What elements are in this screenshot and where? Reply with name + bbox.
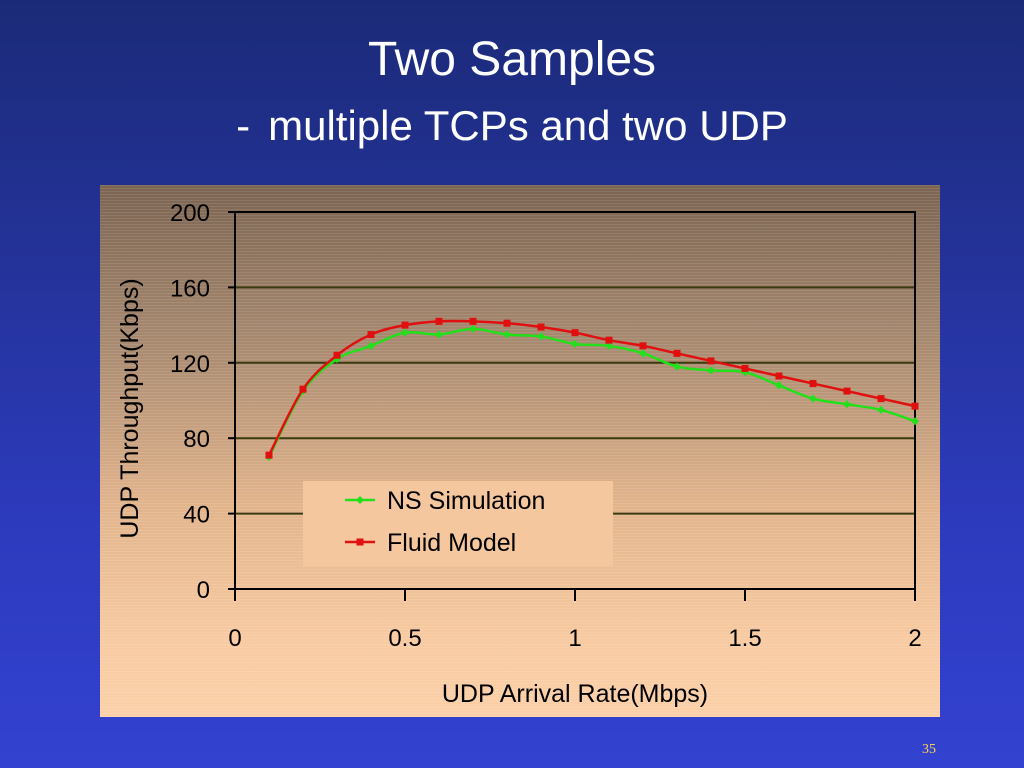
ns-simulation-point xyxy=(877,405,885,414)
ns-simulation-point xyxy=(809,394,817,403)
ns-simulation-point xyxy=(435,330,443,339)
y-tick-label: 120 xyxy=(170,351,210,378)
ns-simulation-point xyxy=(503,330,511,339)
x-tick-label: 1.5 xyxy=(728,625,761,652)
ns-simulation-point xyxy=(401,328,409,337)
ns-simulation-point xyxy=(605,341,613,350)
y-tick-label: 0 xyxy=(197,577,210,604)
x-tick-label: 1 xyxy=(568,625,581,652)
legend-box xyxy=(303,481,613,566)
x-axis: 0 0.5 1 1.5 2 xyxy=(228,589,922,652)
fluid-model-point xyxy=(877,395,885,403)
fluid-model-point xyxy=(775,372,783,380)
fluid-model-point xyxy=(843,387,851,395)
ns-simulation-point xyxy=(911,417,919,426)
x-tick-label: 2 xyxy=(908,625,921,652)
slide-subtitle: - multiple TCPs and two UDP xyxy=(0,98,1024,154)
x-tick-label: 0.5 xyxy=(388,625,421,652)
fluid-model-point xyxy=(741,364,749,372)
ns-simulation-point xyxy=(707,366,715,375)
ns-simulation-point xyxy=(775,381,783,390)
page-number: 35 xyxy=(922,742,936,757)
fluid-model-point xyxy=(639,342,647,350)
x-tick-label: 0 xyxy=(228,625,241,652)
y-tick-label: 80 xyxy=(183,426,210,453)
fluid-model-point xyxy=(707,357,715,365)
ns-simulation-point xyxy=(469,324,477,333)
fluid-model-point xyxy=(605,336,613,344)
fluid-model-point xyxy=(911,402,919,410)
x-axis-title: UDP Arrival Rate(Mbps) xyxy=(442,680,708,708)
legend-background xyxy=(303,481,613,566)
ns-simulation-point xyxy=(639,349,647,358)
fluid-model-point xyxy=(299,385,307,393)
y-axis-title: UDP Throughput(Kbps) xyxy=(116,278,144,538)
y-tick-label: 160 xyxy=(170,275,210,302)
subtitle-text: multiple TCPs and two UDP xyxy=(268,102,788,149)
y-axis: 0 40 80 120 160 200 xyxy=(170,200,235,604)
fluid-model-point xyxy=(367,331,375,339)
chart-panel: 0 40 80 120 160 200 0 0.5 1 1.5 2 NS Simulation Fl… xyxy=(100,185,940,717)
fluid-model-point xyxy=(333,351,341,359)
fluid-model-point xyxy=(571,329,579,337)
ns-simulation-point xyxy=(843,400,851,409)
fluid-model-point xyxy=(401,321,409,329)
fluid-model-point xyxy=(537,323,545,331)
fluid-model-point xyxy=(435,317,443,325)
y-tick-label: 200 xyxy=(170,200,210,227)
line-chart: 0 40 80 120 160 200 0 0.5 1 1.5 2 NS Simulation Fl… xyxy=(116,200,922,708)
legend: NS Simulation Fluid Model xyxy=(345,487,545,557)
legend-square-marker xyxy=(356,538,364,546)
series-lines xyxy=(265,317,919,462)
ns-simulation-point xyxy=(537,332,545,341)
fluid-model-point xyxy=(469,317,477,325)
series-line-fluid-model xyxy=(267,319,916,456)
legend-diamond-marker xyxy=(356,496,364,504)
subtitle-dash: - xyxy=(236,102,251,149)
ns-simulation-point xyxy=(367,341,375,350)
y-tick-label: 40 xyxy=(183,502,210,529)
fluid-model-point xyxy=(673,349,681,357)
fluid-model-point xyxy=(503,319,511,327)
ns-simulation-point xyxy=(571,339,579,348)
fluid-model-point xyxy=(809,380,817,388)
slide-title: Two Samples xyxy=(367,33,657,86)
legend-label: NS Simulation xyxy=(387,487,545,515)
ns-simulation-point xyxy=(673,362,681,371)
legend-label: Fluid Model xyxy=(387,529,516,557)
fluid-model-point xyxy=(265,451,273,459)
